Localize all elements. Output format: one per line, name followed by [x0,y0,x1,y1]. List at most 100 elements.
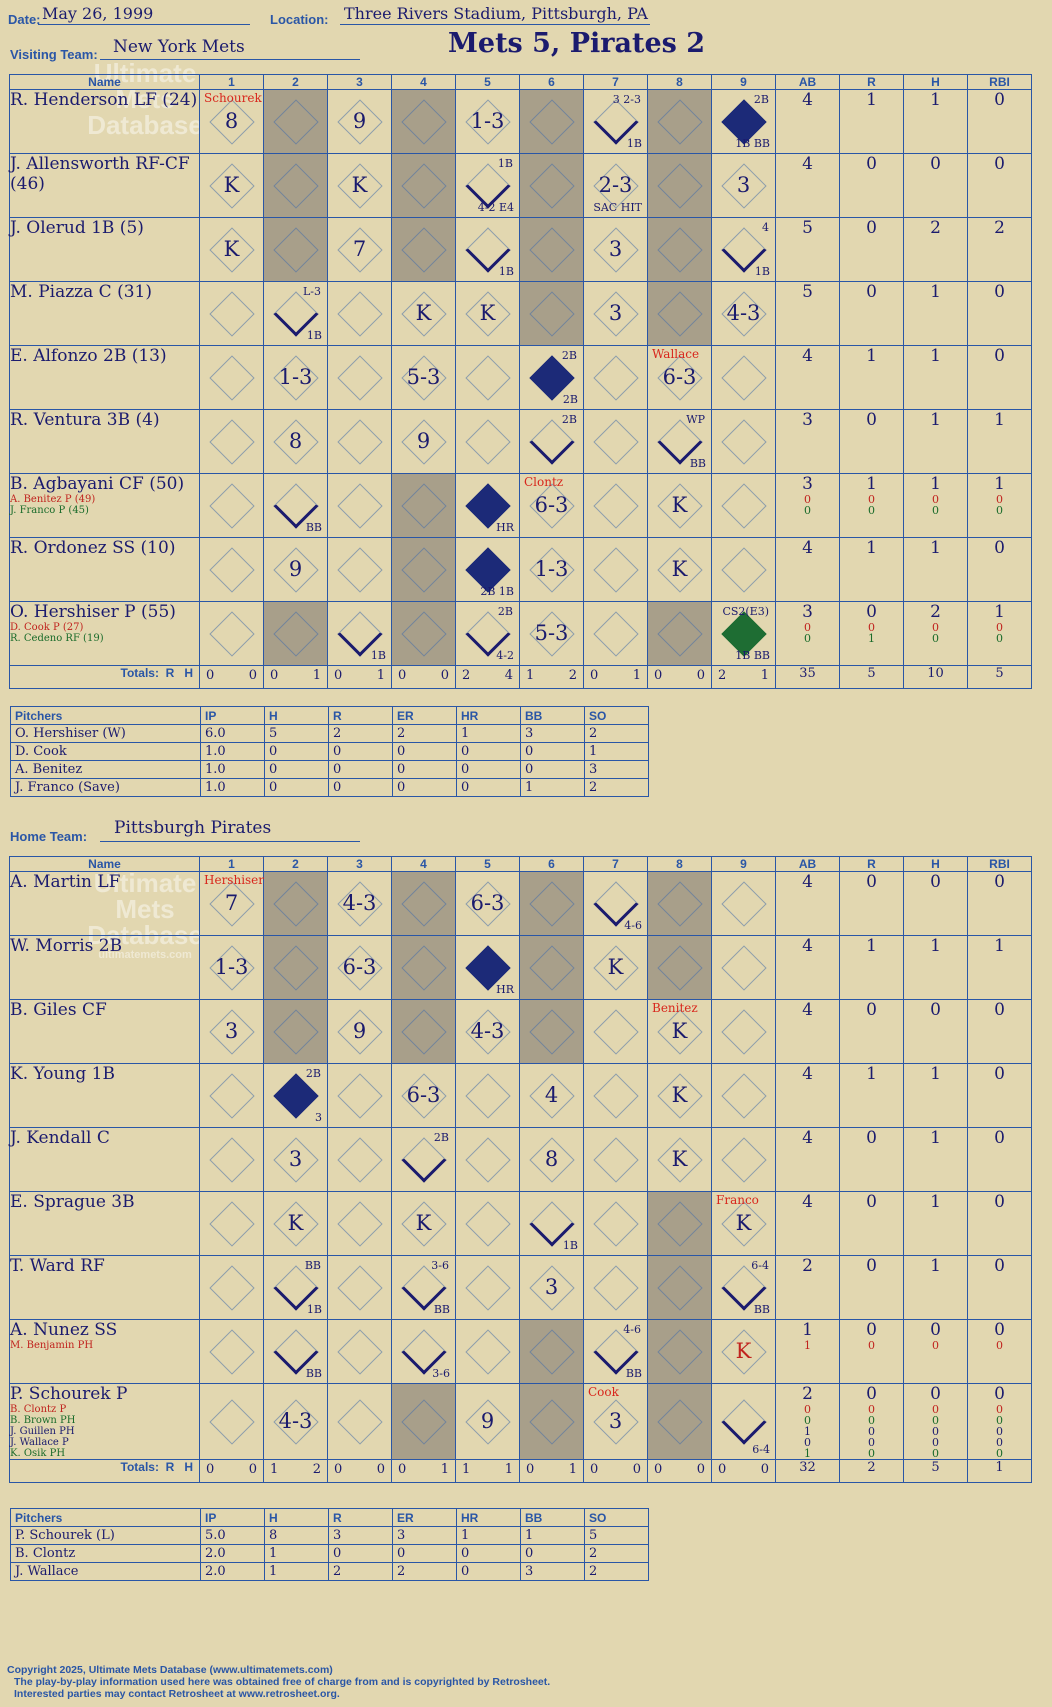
substitute-stat: 0 [932,621,939,634]
substitute-stat: 0 [868,1425,875,1438]
basepath-diamond [528,290,575,337]
play-result: 5-3 [534,620,569,645]
stat-h: 0 [903,999,968,1064]
footer-contact: Interested parties may contact Retroshee… [14,1688,340,1700]
header-row: Name 1 2 3 4 5 6 7 8 9 AB R H RBI [9,856,1032,872]
totals-label: Totals: R H [9,665,200,689]
home-pitchers-table: Pitchers IP H R ER HR BB SO P. Schourek (L) 5.0 8 3… [10,1508,649,1581]
inning-cell: 1B [455,217,520,282]
inning-cell: 3 [583,217,648,282]
visiting-team-name: New York Mets [113,37,245,57]
play-note: HR [496,983,514,996]
stat-h: 1 [903,1255,968,1320]
basepath-diamond [400,610,447,657]
inning-cell: 2B 3 [263,1063,328,1128]
play-result: 1-3 [470,108,505,133]
pitcher-name: A. Benitez [10,760,201,779]
inning-cell [455,345,520,410]
inning-header: 5 [455,856,520,872]
substitute-stat: 1 [804,1339,811,1352]
basepath-diamond [464,1136,511,1183]
play-result: 8 [288,428,303,453]
player-name-cell: P. Schourek P B. Clontz P B. Brown PH J. Gu… [9,1383,200,1460]
player-name: M. Piazza C (31) [10,282,152,302]
pitcher-stat: 1 [520,1526,585,1545]
stat-h: 2 [903,217,968,282]
basepath-diamond [272,226,319,273]
stat-rbi: 0 [967,1127,1032,1192]
pitcher-stat: 2 [392,1562,457,1581]
player-row: A. Martin LF Hershiser 7 4-3 6-3 4-6 4 0 0 0 [9,871,1032,936]
home-team-label: Home Team: [10,829,88,844]
inning-cell [199,1191,264,1256]
pitcher-row: J. Wallace 2.0 1 2 2 0 3 2 [10,1562,649,1581]
play-note: 6-4 [751,1259,769,1272]
pitcher-stat: 2 [584,724,649,743]
basepath-diamond [592,482,639,529]
pitcher-stat: 3 [520,1562,585,1581]
substitute-stat: 0 [804,632,811,645]
pitcher-row: P. Schourek (L) 5.0 8 3 3 1 1 5 [10,1526,649,1545]
pitcher-name: O. Hershiser (W) [10,724,201,743]
stat-header: RBI [967,74,1032,90]
pitcher-stat: 2.0 [200,1562,265,1581]
player-name: J. Allensworth RF-CF (46) [10,154,190,194]
inning-cell [647,89,712,154]
player-row: W. Morris 2B 1-3 6-3 HR K 4 1 1 1 [9,935,1032,1000]
inning-cell [647,935,712,1000]
inning-cell [519,999,584,1064]
inning-header: 4 [391,856,456,872]
pitcher-stat-header: SO [584,1508,649,1527]
inning-cell: 7 [327,217,392,282]
totals-row: Totals: R H 0 0 0 1 0 1 0 0 2 4 1 2 0 1 0 0 2 1 35 5 10 5 [9,665,1032,689]
player-name: R. Henderson LF (24) [10,90,198,110]
stat-rbi: 0 [967,1063,1032,1128]
pitcher-stat: 5 [264,724,329,743]
basepath-diamond [336,290,383,337]
basepath-diamond [464,1200,511,1247]
inning-cell: K [711,1319,776,1384]
player-name-cell: A. Martin LF [9,871,200,936]
inning-cell [391,601,456,666]
play-note: BB [304,1259,321,1272]
substitute-name: M. Benjamin PH [10,1340,94,1351]
inning-cell [583,1255,648,1320]
pitcher-stat: 3 [520,724,585,743]
pitcher-stat-header: R [328,1508,393,1527]
inning-cell [199,473,264,538]
play-result: 1-3 [278,364,313,389]
inning-cell: 1B [519,1191,584,1256]
stat-r: 0 [839,871,904,936]
pitcher-stat: 3 [392,1526,457,1545]
inning-cell [263,999,328,1064]
player-name: P. Schourek P [10,1384,128,1404]
basepath-diamond [592,418,639,465]
play-note: 6-4 [752,1443,770,1456]
inning-cell: 1-3 [263,345,328,410]
inning-cell: K [327,153,392,218]
stat-ab: 5 [775,217,840,282]
inning-cell [199,409,264,474]
home-team-name: Pittsburgh Pirates [114,818,272,838]
inning-cell [519,281,584,346]
basepath-diamond [720,546,767,593]
inning-cell: 9 [455,1383,520,1460]
inning-cell [519,1319,584,1384]
inning-cell: K [391,1191,456,1256]
play-result: 8 [224,108,239,133]
player-name: E. Sprague 3B [10,1192,135,1212]
player-name-cell: E. Sprague 3B [9,1191,200,1256]
total-r: 2 [839,1459,904,1483]
inning-cell [455,409,520,474]
inning-cell [519,217,584,282]
totals-row: Totals: R H 0 0 1 2 0 0 0 1 1 1 0 1 0 0 0 0 0 0 32 2 5 1 [9,1459,1032,1483]
inning-cell [391,935,456,1000]
substitute-name: B. Brown PH [10,1415,76,1426]
pitcher-stat-header: BB [520,706,585,725]
